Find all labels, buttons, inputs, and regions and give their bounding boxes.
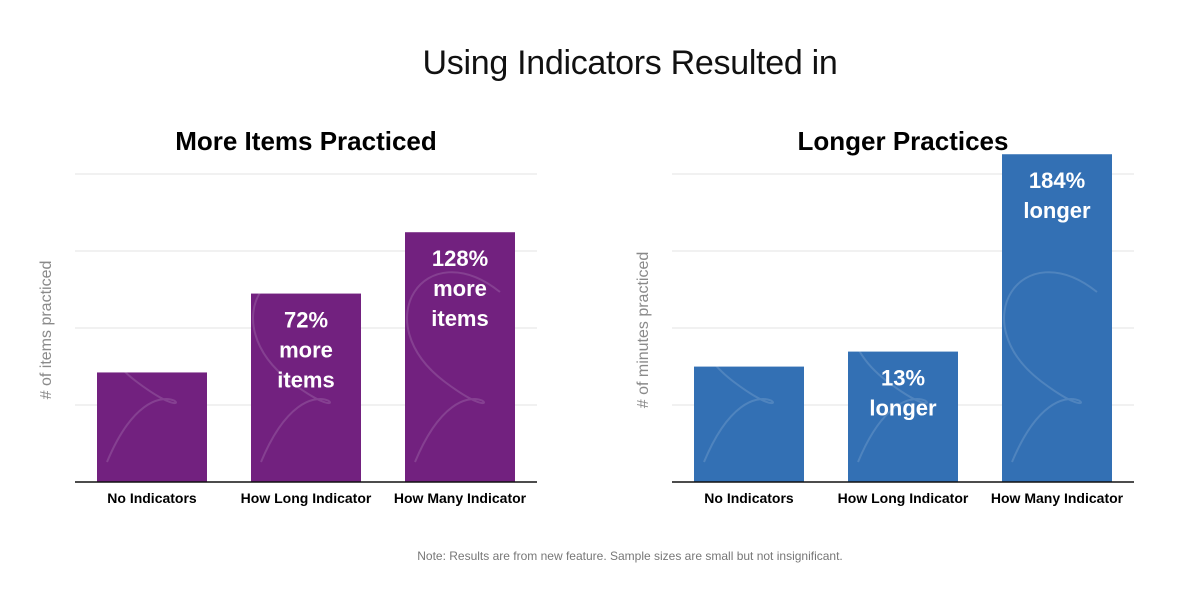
data-label: 128% more items [431, 246, 488, 331]
x-tick-label: How Long Indicator [838, 490, 969, 506]
chart-panel-2: Longer Practices # of minutes practiced No… [635, 126, 1134, 506]
x-tick-label: How Many Indicator [991, 490, 1124, 506]
y-axis-label: # of items practiced [38, 261, 55, 400]
y-axis-label: # of minutes practiced [635, 252, 652, 409]
panel-title: More Items Practiced [175, 126, 437, 156]
bar [251, 293, 361, 482]
chart-panel-1: More Items Practiced # of items practiced… [38, 126, 537, 506]
bar-texture [406, 271, 501, 463]
bar-texture [703, 366, 774, 463]
x-tick-label: How Long Indicator [241, 490, 372, 506]
bar [848, 351, 958, 482]
bar-texture [1003, 271, 1098, 463]
chart-main-title: Using Indicators Resulted in [422, 44, 838, 82]
footnote: Note: Results are from new feature. Samp… [417, 549, 843, 563]
data-label: 184% longer [1023, 168, 1091, 223]
bar-texture [857, 351, 928, 463]
bar-texture [252, 293, 331, 463]
bar [694, 366, 804, 482]
x-tick-label: How Many Indicator [394, 490, 527, 506]
bar [405, 232, 515, 482]
bar-texture [106, 372, 177, 463]
data-label: 13% longer [869, 366, 937, 421]
panel-title: Longer Practices [798, 126, 1009, 156]
x-tick-label: No Indicators [704, 490, 794, 506]
x-tick-label: No Indicators [107, 490, 197, 506]
data-label: 72% more items [277, 308, 334, 393]
bar [97, 372, 207, 482]
bar [1002, 154, 1112, 482]
